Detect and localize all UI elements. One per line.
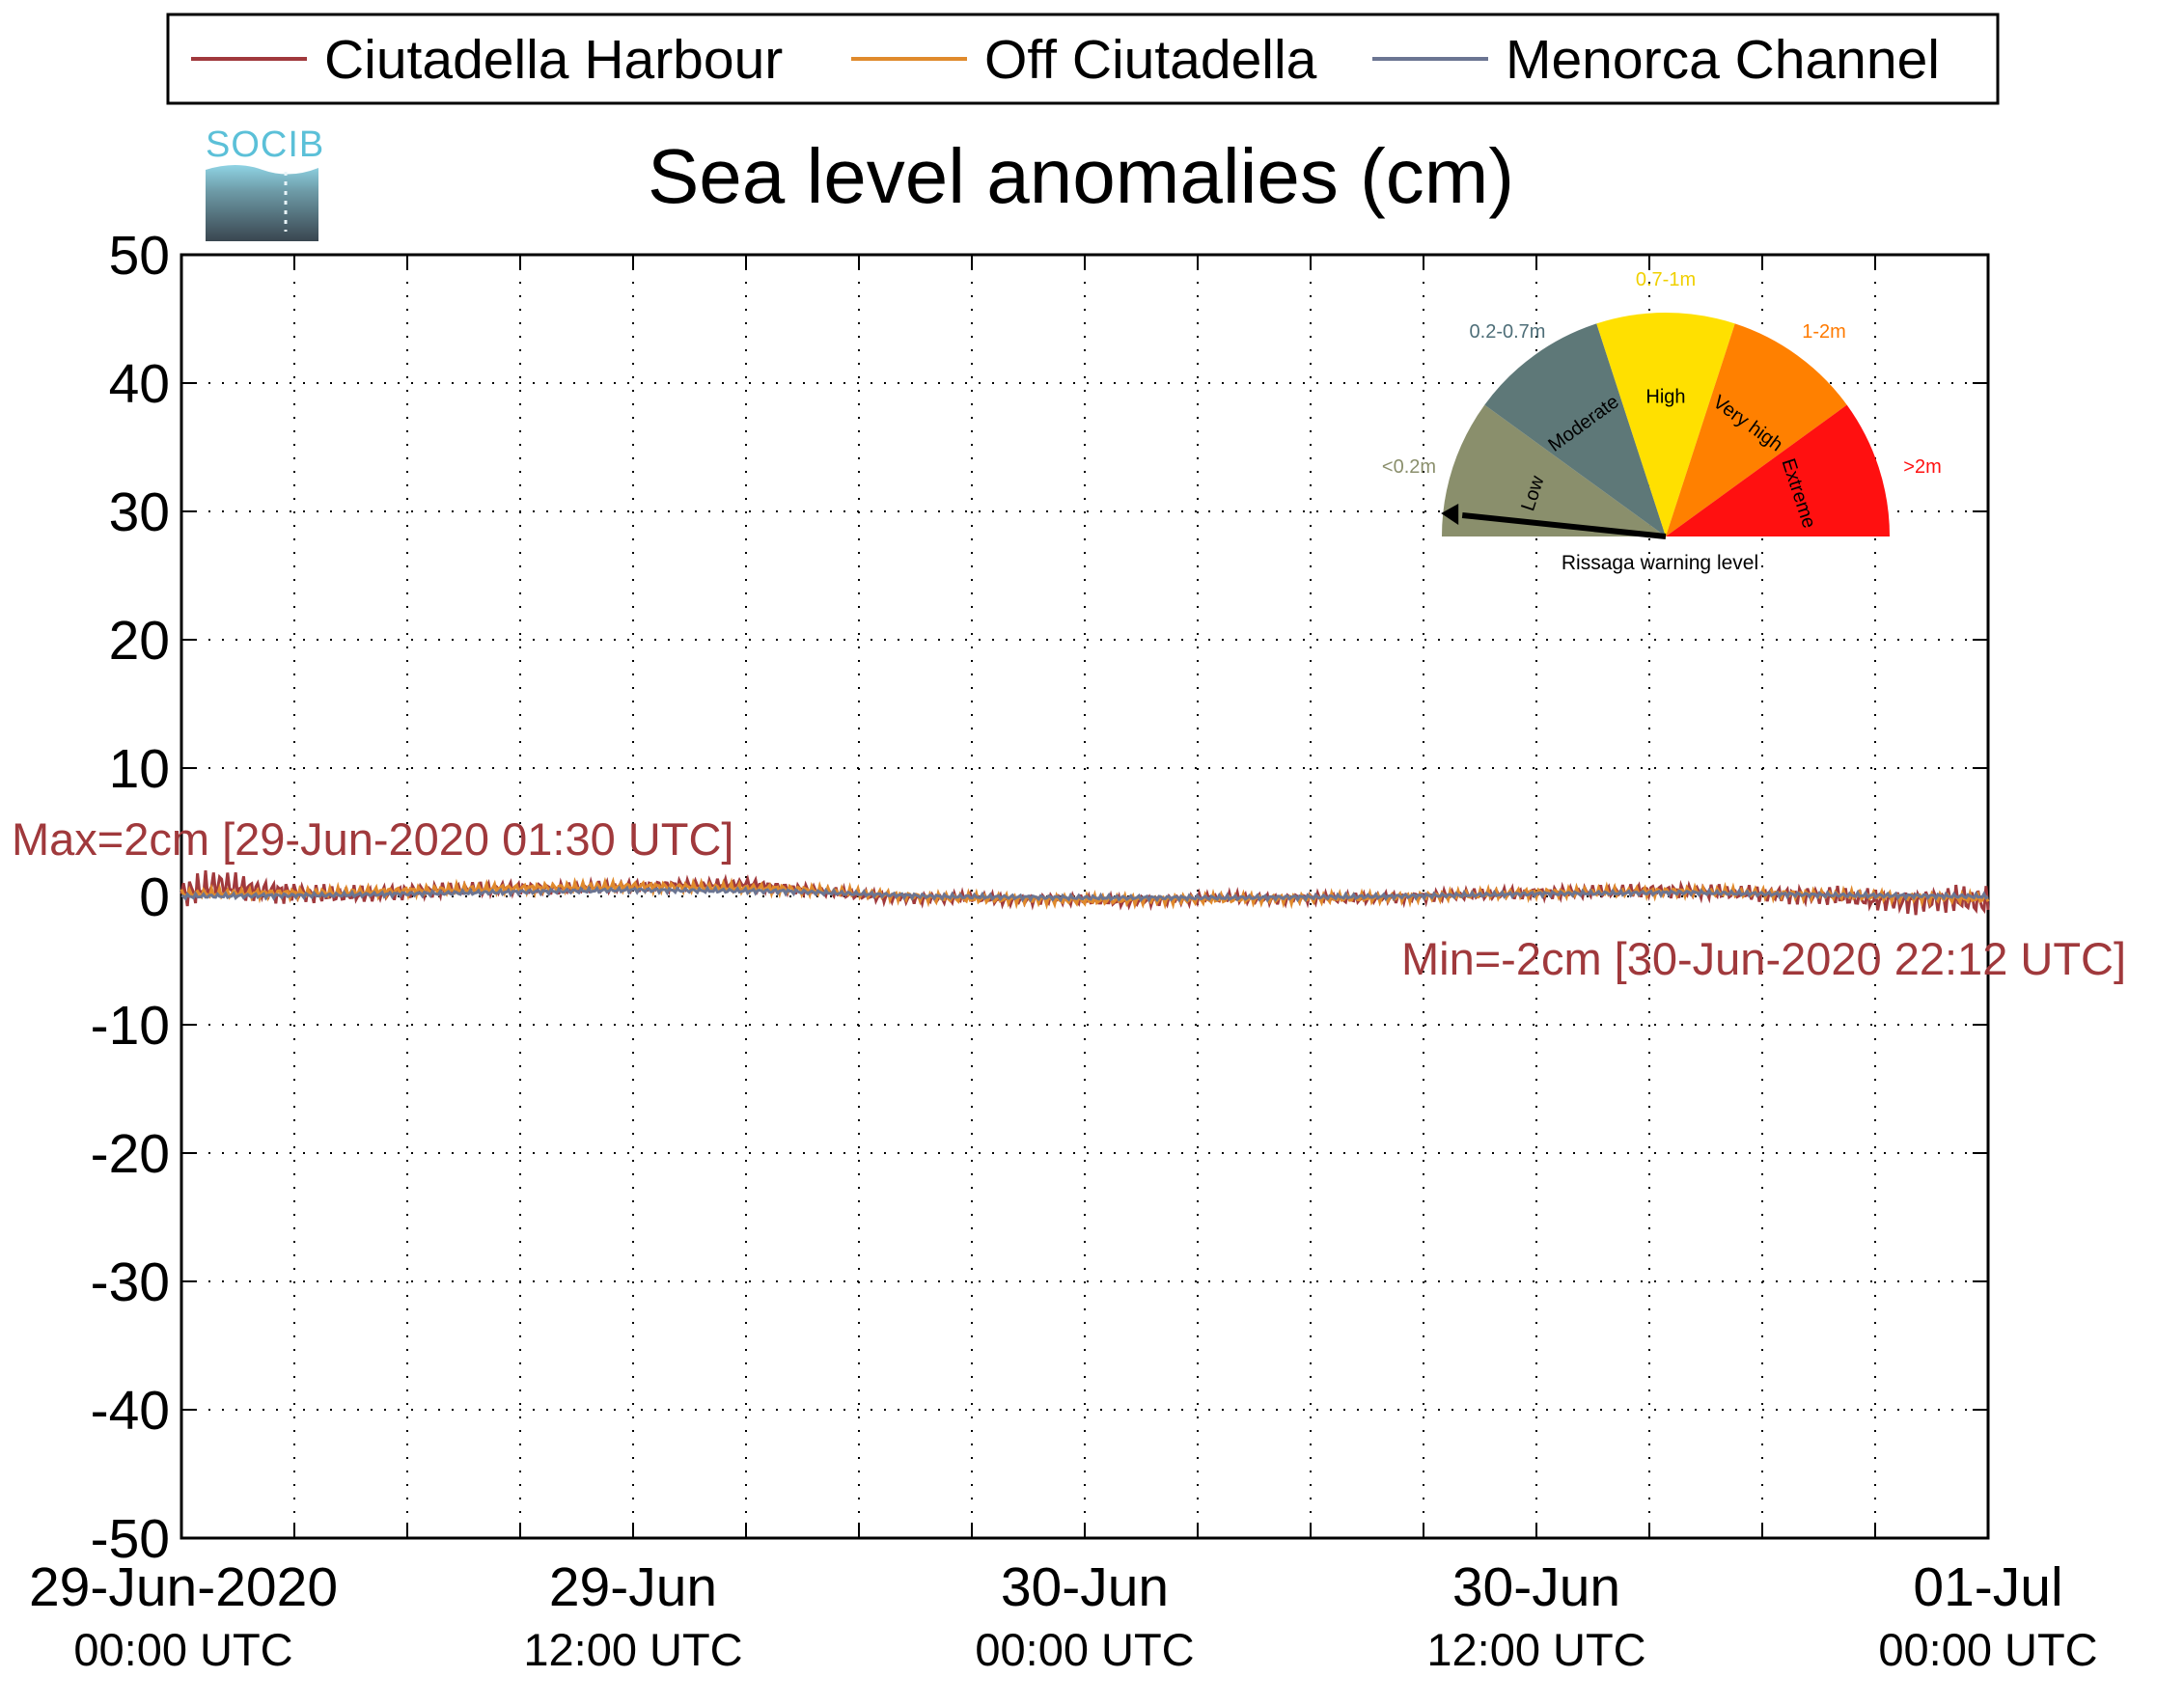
- x-tick-date-label: 30-Jun: [1452, 1556, 1620, 1618]
- chart-title: Sea level anomalies (cm): [648, 133, 1514, 219]
- y-tick-labels: 50 40 30 20 10 0 -10 -20 -30 -40 -50: [91, 225, 170, 1570]
- x-tick-date-label: 29-Jun: [549, 1556, 717, 1618]
- x-tick-time-label: 12:00 UTC: [523, 1624, 742, 1675]
- axis-ticks: [181, 254, 1988, 1539]
- gauge-segment-extreme: [1666, 404, 1890, 536]
- y-tick-label: 10: [109, 738, 170, 800]
- y-tick-label: 40: [109, 353, 170, 415]
- gauge-needle-head: [1441, 504, 1459, 525]
- legend: Ciutadella Harbour Off Ciutadella Menorc…: [166, 13, 2000, 105]
- series-line-menorca-channel: [180, 885, 1989, 904]
- y-tick-label: -20: [91, 1123, 170, 1185]
- x-tick-time-label: 12:00 UTC: [1426, 1624, 1645, 1675]
- gauge-title: Rissaga warning level: [1562, 552, 1758, 574]
- socib-logo: SOCIB: [206, 124, 324, 241]
- gauge-level-label: High: [1645, 386, 1685, 407]
- y-tick-label: -10: [91, 995, 170, 1057]
- y-tick-label: 0: [139, 866, 170, 928]
- x-tick-time-label: 00:00 UTC: [1878, 1624, 2097, 1675]
- legend-label-off-ciutadella: Off Ciutadella: [984, 29, 1317, 91]
- max-annotation: Max=2cm [29-Jun-2020 01:30 UTC]: [12, 813, 733, 865]
- x-tick-labels: 29-Jun-2020 00:00 UTC 29-Jun 12:00 UTC 30-Ju…: [29, 1556, 2098, 1675]
- y-tick-label: 50: [109, 225, 170, 287]
- y-tick-label: -50: [91, 1508, 170, 1570]
- gauge-segment-high: [1596, 313, 1735, 536]
- legend-label-menorca-channel: Menorca Channel: [1506, 29, 1940, 91]
- x-tick-date-label: 01-Jul: [1913, 1556, 2062, 1618]
- y-tick-label: -30: [91, 1251, 170, 1313]
- gauge-segment-moderate: [1484, 323, 1666, 536]
- logo-wave-block: [206, 165, 318, 241]
- y-tick-label: -40: [91, 1380, 170, 1442]
- x-tick-time-label: 00:00 UTC: [73, 1624, 292, 1675]
- legend-frame: [166, 13, 2000, 105]
- logo-text: SOCIB: [206, 124, 324, 165]
- min-annotation: Min=-2cm [30-Jun-2020 22:12 UTC]: [1401, 933, 2126, 984]
- series-line-off-ciutadella: [180, 876, 1990, 910]
- y-tick-label: 20: [109, 610, 170, 672]
- gauge-segment-low: [1442, 404, 1666, 536]
- legend-label-ciutadella-harbour: Ciutadella Harbour: [324, 29, 783, 91]
- x-tick-date-label: 30-Jun: [1001, 1556, 1169, 1618]
- series-group: [180, 869, 1990, 916]
- gauge-range-label: 0.7-1m: [1636, 269, 1696, 290]
- gauge-range-label: >2m: [1903, 456, 1941, 478]
- gauge-range-label: 1-2m: [1802, 321, 1846, 343]
- gauge-segment-very-high: [1666, 323, 1847, 536]
- gauge-needle: [1461, 512, 1667, 539]
- gauge-range-label: <0.2m: [1382, 456, 1436, 478]
- x-tick-time-label: 00:00 UTC: [975, 1624, 1194, 1675]
- rissaga-gauge: Rissaga warning level Low<0.2mModerate0.…: [1382, 269, 1942, 574]
- y-tick-label: 30: [109, 481, 170, 543]
- x-tick-date-label: 29-Jun-2020: [29, 1556, 338, 1618]
- gauge-range-label: 0.2-0.7m: [1470, 321, 1546, 343]
